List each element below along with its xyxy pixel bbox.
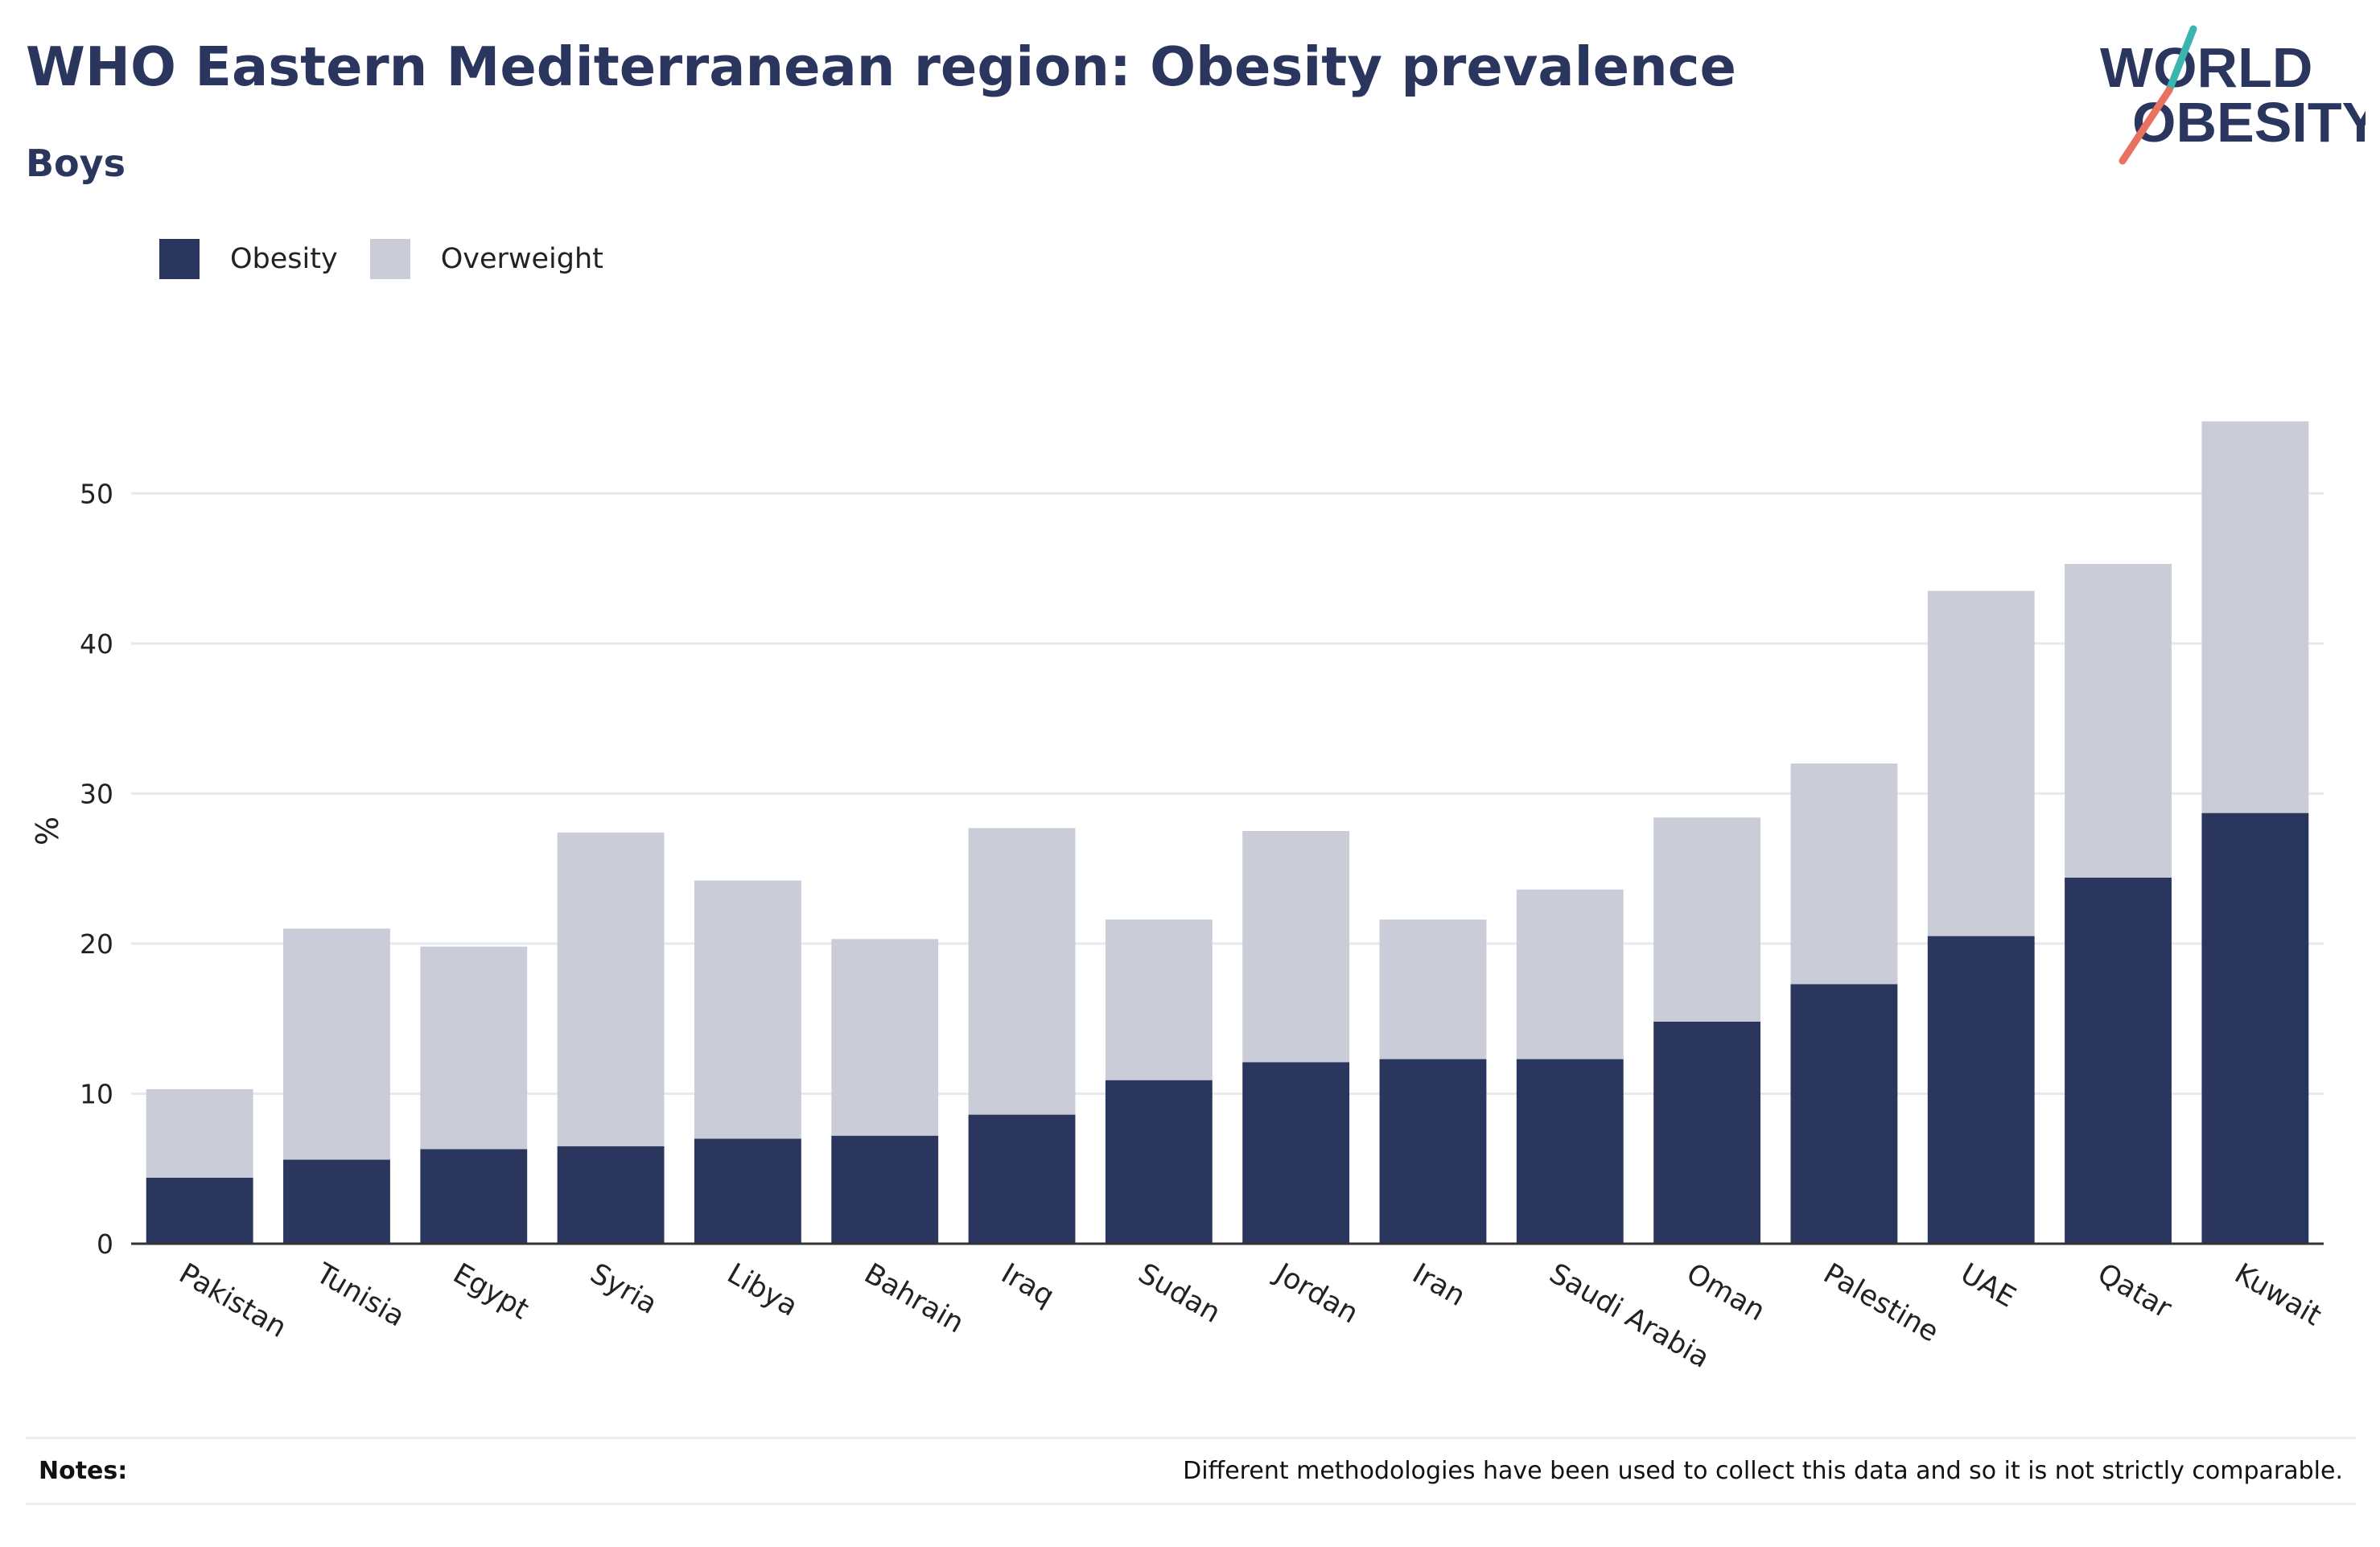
world-obesity-logo: WORLD OBESITY bbox=[2100, 25, 2366, 165]
legend-swatch-obesity bbox=[159, 239, 200, 279]
bar-obesity-saudi-arabia bbox=[1516, 1059, 1624, 1244]
bar-overweight-bahrain bbox=[831, 939, 939, 1136]
bar-overweight-jordan bbox=[1242, 831, 1350, 1063]
bar-overweight-palestine bbox=[1790, 763, 1898, 985]
bar-obesity-kuwait bbox=[2201, 813, 2309, 1244]
y-tick-label: 0 bbox=[97, 1228, 113, 1260]
y-tick-label: 20 bbox=[80, 928, 113, 960]
bar-overweight-egypt bbox=[420, 946, 528, 1150]
bar-obesity-tunisia bbox=[283, 1159, 390, 1244]
y-tick-label: 30 bbox=[80, 778, 113, 809]
bar-overweight-tunisia bbox=[283, 928, 390, 1160]
y-axis-label: % bbox=[30, 817, 65, 846]
notes-divider-top bbox=[26, 1437, 2356, 1439]
legend-item-obesity[interactable]: Obesity bbox=[159, 239, 338, 279]
x-tick-label: Jordan bbox=[1268, 1257, 1363, 1330]
logo-slash-coral bbox=[2119, 86, 2173, 165]
logo-slash-teal bbox=[2165, 25, 2197, 94]
x-tick-label: Tunisia bbox=[310, 1257, 410, 1334]
bar-obesity-qatar bbox=[2065, 877, 2172, 1244]
logo-text-obesity: OBESITY bbox=[2132, 91, 2366, 154]
x-tick-label: Bahrain bbox=[859, 1257, 969, 1339]
bar-overweight-libya bbox=[694, 880, 801, 1139]
y-tick-label: 10 bbox=[80, 1078, 113, 1109]
x-tick-label: Iraq bbox=[996, 1257, 1060, 1313]
x-tick-label: Syria bbox=[585, 1257, 663, 1321]
bar-obesity-pakistan bbox=[146, 1177, 253, 1244]
x-tick-label: Libya bbox=[722, 1257, 803, 1323]
bar-obesity-bahrain bbox=[831, 1135, 939, 1244]
bar-obesity-sudan bbox=[1105, 1080, 1213, 1244]
bar-obesity-egypt bbox=[420, 1149, 528, 1244]
x-tick-label: Sudan bbox=[1133, 1257, 1225, 1330]
bar-overweight-oman bbox=[1653, 817, 1761, 1022]
x-tick-label: UAE bbox=[1955, 1257, 2021, 1314]
bar-obesity-uae bbox=[1927, 936, 2035, 1244]
notes-text: Different methodologies have been used t… bbox=[1183, 1457, 2343, 1485]
bar-obesity-jordan bbox=[1242, 1062, 1350, 1244]
chart-title: WHO Eastern Mediterranean region: Obesit… bbox=[26, 35, 1736, 98]
x-tick-label: Pakistan bbox=[174, 1257, 292, 1344]
bar-overweight-saudi-arabia bbox=[1516, 889, 1624, 1059]
bar-obesity-iran bbox=[1379, 1059, 1487, 1244]
logo-text-world: WORLD bbox=[2100, 36, 2312, 99]
bar-obesity-oman bbox=[1653, 1021, 1761, 1244]
bar-series bbox=[146, 421, 2309, 1244]
bar-obesity-syria bbox=[557, 1146, 665, 1244]
notes-divider-bottom bbox=[26, 1503, 2356, 1505]
x-tick-label: Iran bbox=[1406, 1257, 1470, 1313]
x-tick-label: Egypt bbox=[447, 1257, 533, 1326]
bar-overweight-kuwait bbox=[2201, 421, 2309, 813]
x-tick-label: Qatar bbox=[2092, 1257, 2177, 1325]
notes-label: Notes: bbox=[39, 1457, 128, 1485]
legend-item-overweight[interactable]: Overweight bbox=[369, 239, 603, 279]
legend-swatch-overweight bbox=[369, 239, 410, 279]
bar-overweight-sudan bbox=[1105, 920, 1213, 1080]
bar-overweight-pakistan bbox=[146, 1088, 253, 1178]
bar-obesity-palestine bbox=[1790, 984, 1898, 1244]
bar-overweight-iraq bbox=[968, 828, 1076, 1115]
legend-label-overweight: Overweight bbox=[440, 243, 603, 275]
bar-overweight-qatar bbox=[2065, 563, 2172, 878]
chart-subtitle: Boys bbox=[26, 142, 126, 185]
x-tick-label: Kuwait bbox=[2229, 1257, 2326, 1332]
chart-legend: Obesity Overweight bbox=[159, 239, 636, 279]
bar-chart: 0 10 20 30 40 50% Pakistan Tunisia Egypt Syria Lib… bbox=[30, 421, 2327, 1375]
x-tick-label: Palestine bbox=[1818, 1257, 1944, 1348]
x-tick-label: Oman bbox=[1681, 1257, 1770, 1327]
bar-overweight-iran bbox=[1379, 920, 1487, 1059]
bar-obesity-libya bbox=[694, 1138, 801, 1244]
bar-overweight-uae bbox=[1927, 590, 2035, 936]
bar-overweight-syria bbox=[557, 832, 665, 1146]
y-tick-label: 50 bbox=[80, 478, 113, 509]
legend-label-obesity: Obesity bbox=[230, 243, 338, 275]
y-tick-label: 40 bbox=[80, 628, 113, 660]
bar-obesity-iraq bbox=[968, 1114, 1076, 1244]
